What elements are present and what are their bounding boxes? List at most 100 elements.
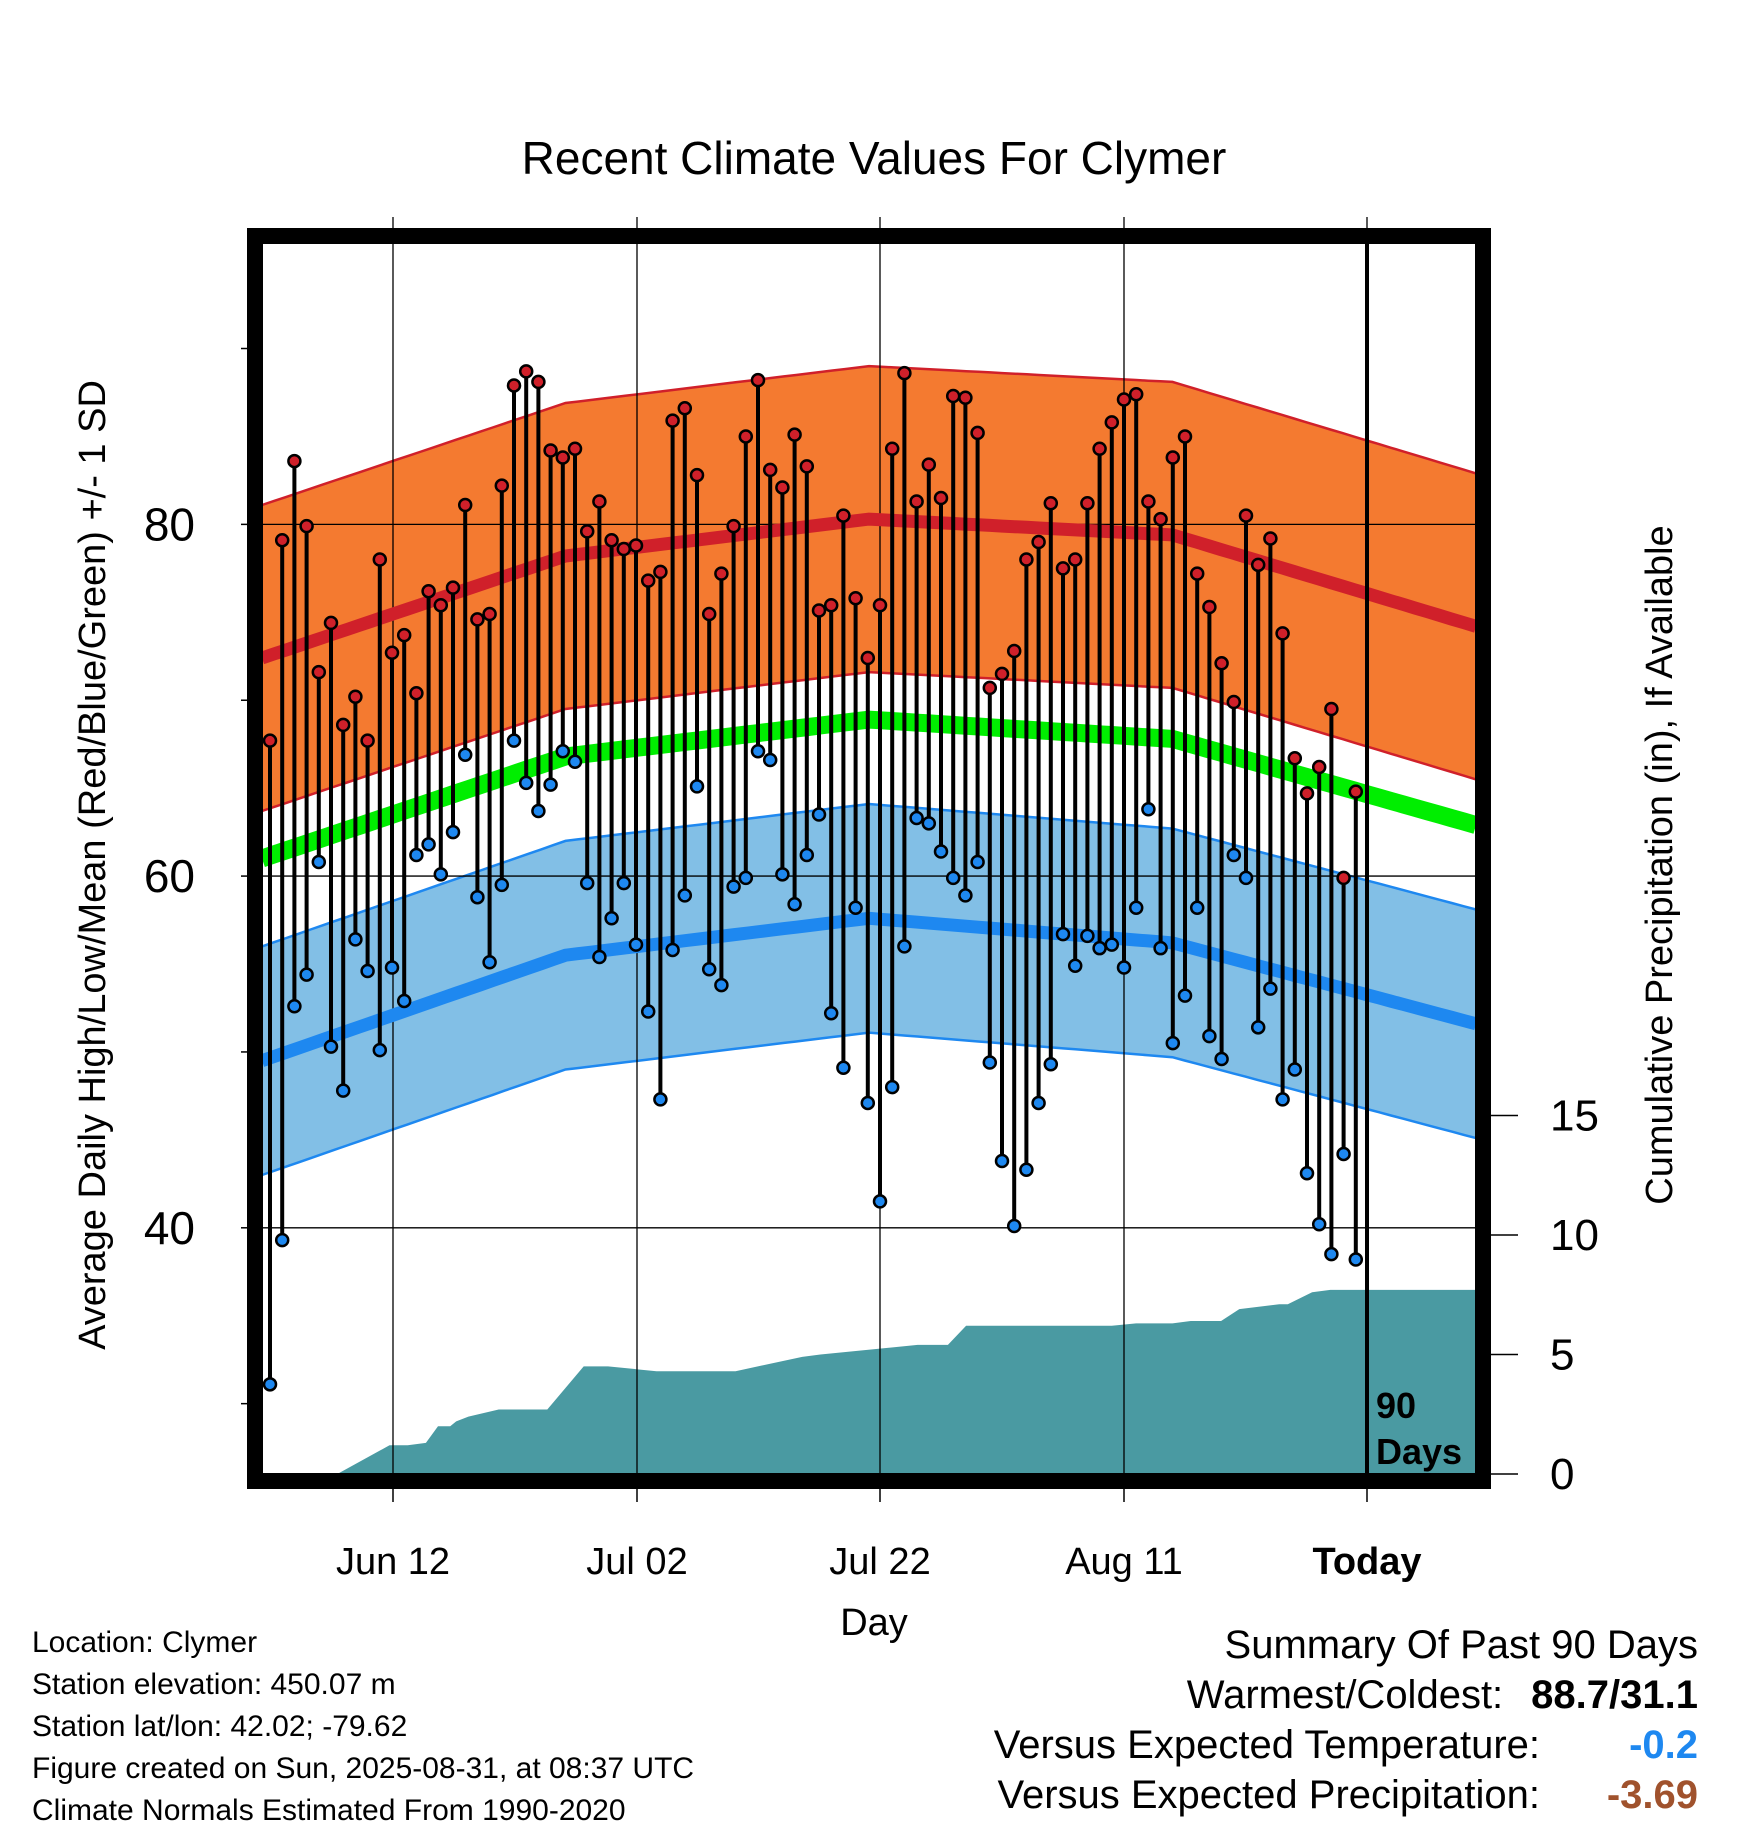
daily-low-point xyxy=(848,900,863,915)
daily-low-point xyxy=(921,816,937,831)
daily-low-point xyxy=(628,937,644,952)
daily-low-point xyxy=(1177,988,1193,1003)
axis-ticks xyxy=(241,347,1518,1502)
daily-low-point xyxy=(714,977,729,993)
daily-low-point xyxy=(909,810,924,826)
daily-low-point xyxy=(884,1079,900,1095)
warmest-coldest-label: Warmest/Coldest: xyxy=(1186,1673,1504,1717)
daily-high-point xyxy=(274,532,290,548)
daily-high-point xyxy=(555,450,571,465)
daily-high-point xyxy=(348,689,363,704)
daily-low-point xyxy=(982,1055,998,1070)
daily-high-point xyxy=(653,564,668,580)
daily-high-point xyxy=(970,425,985,441)
daily-low-point xyxy=(1263,981,1278,996)
cumulative-precip-area xyxy=(262,1289,1476,1474)
daily-high-point xyxy=(640,573,656,588)
daily-high-point xyxy=(1177,429,1193,444)
summary-panel: Summary Of Past 90 Days Warmest/Coldest:… xyxy=(994,1620,1698,1820)
daily-low-point xyxy=(1226,847,1242,863)
daily-high-point xyxy=(482,606,497,622)
daily-low-point xyxy=(1128,900,1144,915)
daily-high-point xyxy=(884,441,900,457)
daily-low-point xyxy=(299,967,314,982)
daily-high-point xyxy=(494,478,510,493)
daily-high-point xyxy=(360,733,375,748)
daily-low-point xyxy=(579,875,595,891)
daily-high-point xyxy=(1067,552,1083,567)
chart-title: Recent Climate Values For Clymer xyxy=(522,132,1227,184)
daily-high-point xyxy=(323,615,339,631)
daily-low-point xyxy=(1336,1146,1351,1162)
daily-high-point xyxy=(457,497,473,513)
daily-low-point xyxy=(811,807,827,822)
daily-low-point xyxy=(567,754,583,770)
daily-low-point xyxy=(531,803,546,819)
daily-high-point xyxy=(1250,557,1266,573)
x-tick-label: Jun 12 xyxy=(336,1541,450,1583)
summary-title: Summary Of Past 90 Days xyxy=(1224,1623,1698,1667)
x-tick-label: Today xyxy=(1312,1541,1421,1583)
daily-high-point xyxy=(287,453,302,469)
temp-departure-row: Versus Expected Temperature: -0.2 xyxy=(994,1720,1698,1770)
daily-high-point xyxy=(945,388,961,404)
daily-low-point xyxy=(958,888,973,903)
x-tick-label: Aug 11 xyxy=(1065,1541,1183,1583)
daily-low-point xyxy=(1238,870,1254,886)
daily-high-point xyxy=(1263,531,1278,546)
daily-low-point xyxy=(1165,1035,1181,1051)
daily-high-point xyxy=(1080,496,1095,511)
daily-high-point xyxy=(811,603,827,618)
daily-low-point xyxy=(860,1095,876,1111)
daily-low-point xyxy=(360,963,375,979)
daily-low-point xyxy=(262,1377,278,1392)
daily-low-point xyxy=(335,1083,351,1098)
daily-high-point xyxy=(262,733,278,748)
daily-low-point xyxy=(348,932,363,947)
daily-low-point xyxy=(897,939,912,954)
daily-low-point xyxy=(1324,1246,1339,1262)
daily-low-point xyxy=(994,1153,1010,1169)
daily-high-point xyxy=(1019,552,1034,567)
x-tick-label: Jul 02 xyxy=(586,1541,687,1583)
daily-high-point xyxy=(409,685,424,701)
daily-high-point xyxy=(518,364,534,379)
daily-high-point xyxy=(506,378,522,393)
daily-low-point xyxy=(1202,1028,1217,1044)
daily-low-point xyxy=(1311,1217,1327,1232)
daily-high-point xyxy=(701,606,717,622)
daily-high-point xyxy=(836,508,851,523)
daily-high-point xyxy=(1324,701,1339,717)
daily-high-point xyxy=(958,390,973,406)
daily-high-point xyxy=(592,494,607,509)
daily-high-point xyxy=(1287,751,1303,766)
tick-labels: Jun 12 Jul 02 Jul 22 Aug 11 Today 40 60 80 0 5 10 1… xyxy=(144,498,1599,1583)
daily-low-point xyxy=(1348,1252,1364,1267)
daily-low-point xyxy=(555,743,571,759)
daily-low-point xyxy=(677,888,693,903)
daily-low-point xyxy=(409,847,424,863)
warmest-coldest-row: Warmest/Coldest: 88.7/31.1 xyxy=(994,1670,1698,1720)
daily-low-point xyxy=(1031,1095,1046,1111)
daily-high-point xyxy=(1165,450,1181,465)
y2-axis-label: Cumulative Precipitation (in), If Availa… xyxy=(1639,525,1681,1204)
daily-high-point xyxy=(616,541,632,557)
daily-high-point xyxy=(677,401,693,416)
daily-low-point xyxy=(1214,1051,1229,1067)
y2-tick-label: 5 xyxy=(1550,1330,1574,1379)
daily-low-point xyxy=(970,854,985,870)
x-axis-label: Day xyxy=(840,1602,908,1644)
daily-high-point xyxy=(1214,656,1229,671)
precip-departure-label: Versus Expected Precipitation: xyxy=(997,1773,1540,1817)
daily-high-point xyxy=(421,583,436,599)
daily-low-point xyxy=(1055,926,1071,942)
daily-low-point xyxy=(1189,900,1205,915)
daily-low-point xyxy=(543,777,558,792)
daily-high-point xyxy=(848,590,863,606)
daily-low-point xyxy=(372,1042,388,1058)
daily-high-point xyxy=(1153,511,1168,527)
daily-high-point xyxy=(799,459,815,474)
precipitation-area xyxy=(262,1289,1476,1474)
daily-low-point xyxy=(1080,928,1095,944)
daily-low-point xyxy=(470,889,485,905)
